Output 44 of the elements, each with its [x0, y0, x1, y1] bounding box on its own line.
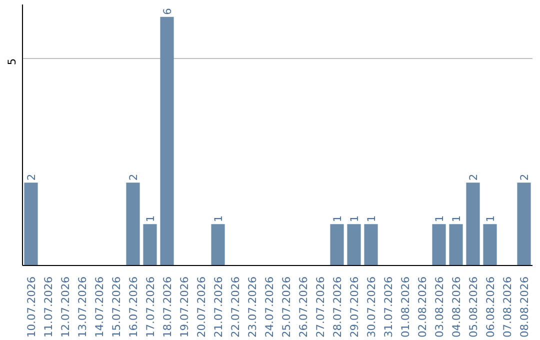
x-tick-label: 30.07.2026: [365, 276, 378, 338]
x-tick-label: 16.07.2026: [127, 276, 140, 338]
data-label: 1: [212, 215, 225, 222]
x-tick-label: 18.07.2026: [161, 276, 174, 338]
data-label: 2: [25, 174, 38, 181]
x-tick-label: 22.07.2026: [229, 276, 242, 338]
x-tick-label: 08.08.2026: [518, 276, 531, 338]
y-tick-label: 5: [6, 58, 18, 66]
x-tick-label: 19.07.2026: [178, 276, 191, 338]
x-tick-label: 21.07.2026: [212, 276, 225, 338]
data-label: 1: [144, 215, 157, 222]
data-label: 1: [450, 215, 463, 222]
data-label: 2: [127, 174, 140, 181]
x-tick-label: 13.07.2026: [76, 276, 89, 338]
x-tick-label: 28.07.2026: [331, 276, 344, 338]
x-tick-label: 01.08.2026: [399, 276, 412, 338]
data-label: 1: [365, 215, 378, 222]
data-label: 2: [467, 174, 480, 181]
x-tick-label: 24.07.2026: [263, 276, 276, 338]
x-tick-label: 10.07.2026: [25, 276, 38, 338]
x-tick-label: 12.07.2026: [59, 276, 72, 338]
x-tick-label: 14.07.2026: [93, 276, 106, 338]
x-tick-label: 27.07.2026: [314, 276, 327, 338]
x-tick-label: 25.07.2026: [280, 276, 293, 338]
x-tick-label: 02.08.2026: [416, 276, 429, 338]
data-label: 1: [348, 215, 361, 222]
x-tick-label: 29.07.2026: [348, 276, 361, 338]
data-label: 1: [331, 215, 344, 222]
data-label: 2: [518, 174, 531, 181]
data-label: 1: [433, 215, 446, 222]
x-tick-label: 15.07.2026: [110, 276, 123, 338]
x-tick-label: 26.07.2026: [297, 276, 310, 338]
x-tick-label: 07.08.2026: [501, 276, 514, 338]
data-label: 6: [161, 8, 174, 15]
x-tick-label: 23.07.2026: [246, 276, 259, 338]
x-tick-label: 31.07.2026: [382, 276, 395, 338]
x-tick-label: 06.08.2026: [484, 276, 497, 338]
x-tick-label: 05.08.2026: [467, 276, 480, 338]
x-tick-label: 17.07.2026: [144, 276, 157, 338]
data-label: 1: [484, 215, 497, 222]
x-tick-label: 04.08.2026: [450, 276, 463, 338]
x-tick-label: 20.07.2026: [195, 276, 208, 338]
x-tick-label: 11.07.2026: [42, 276, 55, 338]
x-tick-label: 03.08.2026: [433, 276, 446, 338]
